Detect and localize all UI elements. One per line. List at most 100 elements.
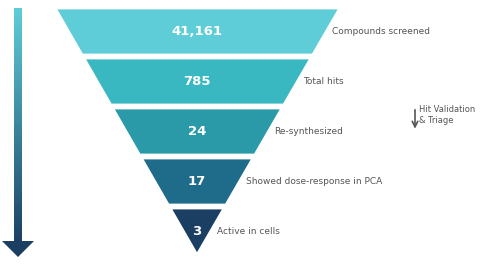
Bar (14, 31, 22, 33)
Polygon shape (141, 158, 253, 205)
Bar (14, 8, 22, 10)
Bar (14, 187, 22, 188)
Text: Active in cells: Active in cells (216, 227, 280, 236)
Bar (14, 140, 22, 142)
Bar (14, 12, 22, 14)
Bar (14, 103, 22, 105)
Bar (14, 25, 22, 27)
Bar (14, 212, 22, 214)
Bar (14, 198, 22, 200)
Bar (14, 206, 22, 208)
Bar (14, 231, 22, 233)
Text: Re-synthesized: Re-synthesized (274, 127, 344, 136)
Bar (14, 119, 22, 121)
Bar (14, 167, 22, 169)
Bar (14, 175, 22, 177)
Bar (14, 173, 22, 175)
Text: Hit Validation
& Triage: Hit Validation & Triage (419, 105, 475, 125)
Bar (14, 144, 22, 146)
Bar (14, 105, 22, 107)
Bar (14, 76, 22, 78)
Bar (14, 18, 22, 20)
Bar (14, 152, 22, 154)
Bar (14, 150, 22, 152)
Bar (14, 159, 22, 161)
Polygon shape (2, 241, 34, 257)
Bar (14, 111, 22, 113)
Bar (14, 233, 22, 235)
Bar (14, 235, 22, 237)
Polygon shape (84, 58, 311, 105)
Bar (14, 89, 22, 92)
Bar (14, 47, 22, 49)
Bar (14, 130, 22, 132)
Bar (14, 220, 22, 221)
Bar (14, 196, 22, 198)
Bar (14, 146, 22, 148)
Bar (14, 185, 22, 187)
Bar (14, 23, 22, 25)
Bar (14, 107, 22, 109)
Bar (14, 82, 22, 84)
Bar (14, 27, 22, 29)
Bar (14, 14, 22, 16)
Bar (14, 214, 22, 216)
Bar (14, 148, 22, 150)
Bar (14, 221, 22, 224)
Bar (14, 163, 22, 165)
Bar (14, 80, 22, 82)
Polygon shape (55, 8, 340, 55)
Bar (14, 208, 22, 210)
Bar (14, 72, 22, 74)
Bar (14, 92, 22, 93)
Polygon shape (170, 208, 224, 255)
Bar (14, 154, 22, 155)
Text: Compounds screened: Compounds screened (332, 27, 430, 36)
Bar (14, 227, 22, 229)
Bar (14, 179, 22, 181)
Bar (14, 229, 22, 231)
Bar (14, 181, 22, 183)
Bar (14, 192, 22, 194)
Bar (14, 191, 22, 192)
Bar (14, 35, 22, 37)
Bar (14, 204, 22, 206)
Bar (14, 41, 22, 43)
Bar (14, 55, 22, 56)
Bar (14, 169, 22, 171)
Bar (14, 218, 22, 220)
Bar (14, 39, 22, 41)
Bar (14, 56, 22, 59)
Bar (14, 43, 22, 45)
Bar (14, 194, 22, 196)
Text: Showed dose-response in PCA: Showed dose-response in PCA (246, 177, 382, 186)
Bar (14, 126, 22, 128)
Bar (14, 22, 22, 23)
Bar (14, 171, 22, 173)
Bar (14, 29, 22, 31)
Bar (14, 237, 22, 239)
Bar (14, 136, 22, 138)
Bar (14, 177, 22, 179)
Bar (14, 128, 22, 130)
Bar (14, 45, 22, 47)
Bar (14, 113, 22, 115)
Bar (14, 225, 22, 227)
Bar (14, 66, 22, 68)
Bar (14, 64, 22, 66)
Text: 3: 3 (192, 225, 202, 238)
Bar (14, 60, 22, 62)
Bar (14, 99, 22, 101)
Bar (14, 202, 22, 204)
Bar (14, 115, 22, 117)
Bar (14, 84, 22, 86)
Bar (14, 142, 22, 144)
Bar (14, 134, 22, 136)
Bar (14, 51, 22, 53)
Bar (14, 10, 22, 12)
Bar (14, 33, 22, 35)
Bar (14, 183, 22, 185)
Bar (14, 122, 22, 125)
Bar (14, 239, 22, 241)
Bar (14, 37, 22, 39)
